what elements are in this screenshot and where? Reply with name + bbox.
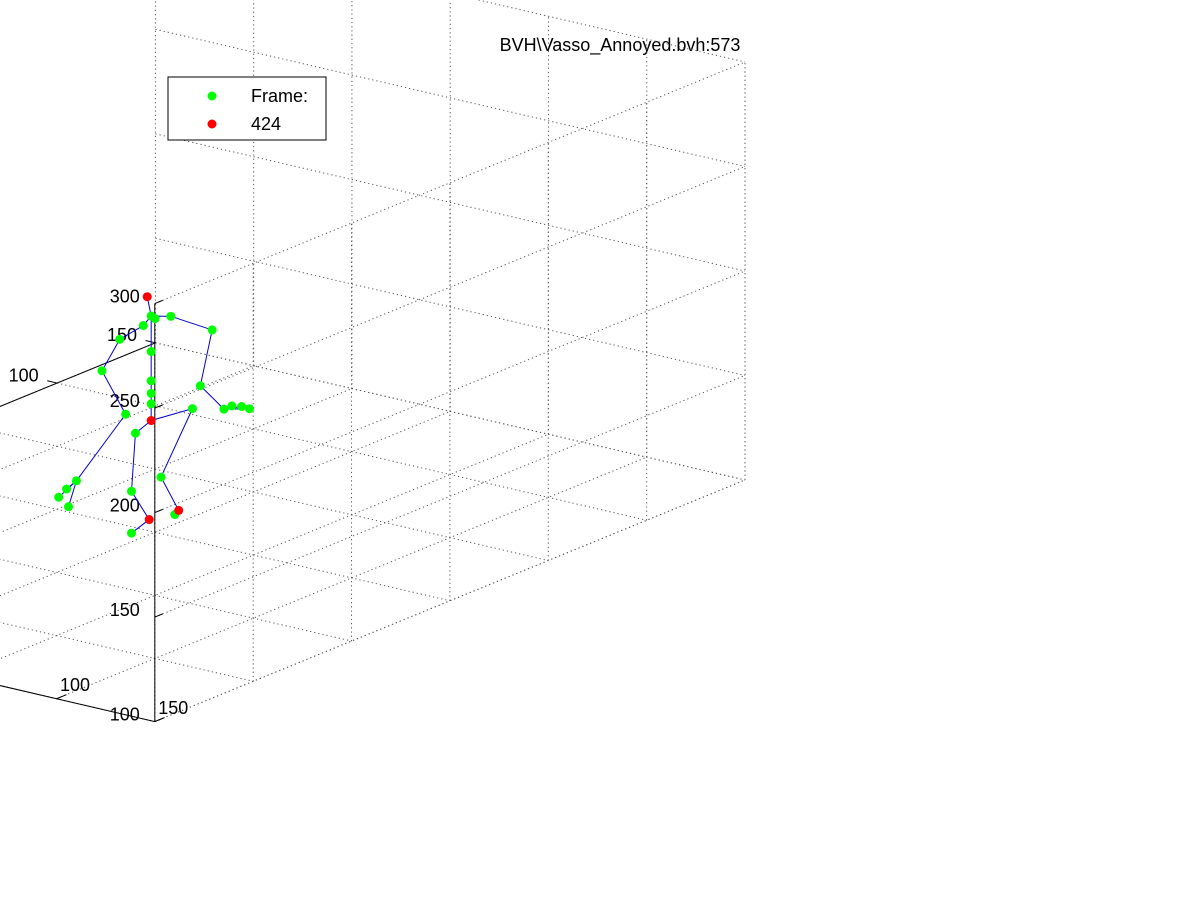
skeleton-bone <box>101 339 121 372</box>
joint-point <box>64 502 74 512</box>
y-tick-label: 150 <box>158 698 188 718</box>
skeleton-bone <box>170 315 213 331</box>
y-axis-line <box>0 685 155 723</box>
joint-point <box>166 311 176 321</box>
z-tick-mark <box>154 299 163 305</box>
skeleton-bone <box>119 325 144 340</box>
joint-point <box>146 399 156 409</box>
skeleton-joints <box>54 292 255 538</box>
z-tick-label: 100 <box>110 705 140 725</box>
joint-point <box>130 428 140 438</box>
joint-point <box>207 325 217 335</box>
skeleton-bone <box>200 385 225 410</box>
grid-line-wall-yz <box>155 28 746 167</box>
joint-point <box>245 404 255 414</box>
joint-point <box>97 366 107 376</box>
skeleton-bone <box>151 408 193 421</box>
z-tick-label: 250 <box>110 391 140 411</box>
joint-point <box>195 381 205 391</box>
end-effector-point <box>146 416 156 426</box>
axes <box>0 299 165 723</box>
skeleton-bone <box>131 433 136 492</box>
joint-point <box>121 409 131 419</box>
z-tick-label: 150 <box>110 600 140 620</box>
legend-marker-424 <box>207 119 217 129</box>
grid-line-wall-yz <box>476 0 746 63</box>
skeleton-bone <box>101 370 127 415</box>
end-effector-point <box>142 292 152 302</box>
joint-point <box>187 404 197 414</box>
skeleton-bone <box>160 408 193 478</box>
z-tick-mark <box>154 717 163 723</box>
joint-point <box>237 402 247 412</box>
skeleton-bone <box>199 329 213 386</box>
z-tick-mark <box>154 404 163 409</box>
joint-point <box>150 314 160 324</box>
joint-point <box>54 492 64 502</box>
y-tick-mark <box>56 694 67 700</box>
legend-box <box>167 76 327 141</box>
x-tick-mark <box>47 380 58 384</box>
skeleton-bone <box>76 413 127 482</box>
x-axis-line <box>0 342 156 407</box>
grid-line-wall-yz <box>155 133 746 272</box>
z-tick-label: 200 <box>110 496 140 516</box>
joint-point <box>227 401 237 411</box>
joint-point <box>146 388 156 398</box>
joint-point <box>71 476 81 486</box>
grid-line-wall-yz <box>155 237 746 376</box>
legend-label-frame: Frame: <box>251 86 308 106</box>
joint-point <box>156 472 166 482</box>
z-tick-mark <box>154 613 163 618</box>
legend: Frame: 424 <box>167 76 327 141</box>
joint-point <box>146 347 156 357</box>
end-effector-point <box>174 505 184 515</box>
legend-marker-frame <box>207 91 217 101</box>
x-tick-mark <box>145 340 156 344</box>
joint-point <box>62 484 72 494</box>
x-tick-label: 100 <box>9 365 39 385</box>
end-effector-point <box>144 515 154 525</box>
skeleton-bone <box>160 476 180 511</box>
z-tick-mark <box>154 508 163 514</box>
x-tick-label: 150 <box>107 325 137 345</box>
joint-point <box>115 334 125 344</box>
chart-title: BVH\Vasso_Annoyed.bvh:573 <box>500 35 741 56</box>
joint-point <box>146 376 156 386</box>
skeleton-bone <box>131 491 150 520</box>
grid-line-wall-yz <box>155 342 746 481</box>
y-tick-label: 100 <box>60 675 90 695</box>
joint-point <box>138 321 148 331</box>
joint-point <box>127 486 137 496</box>
joint-point <box>127 528 137 538</box>
tick-labels: -150-100-50050100150-150-100-50050100150… <box>9 287 189 725</box>
joint-point <box>219 404 229 414</box>
z-tick-label: 300 <box>110 287 140 307</box>
legend-label-424: 424 <box>251 114 281 134</box>
